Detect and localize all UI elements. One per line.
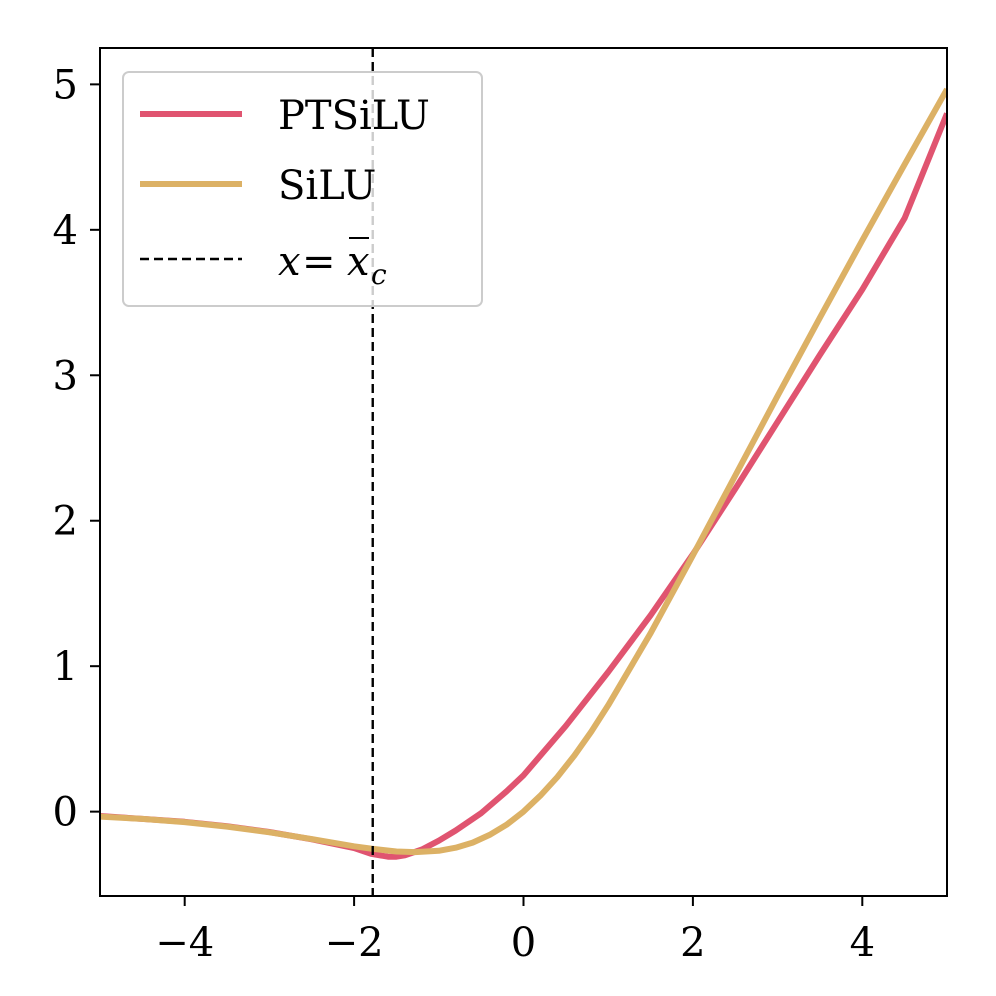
x-axis: −4 −2 0 2 4 (155, 896, 875, 966)
x-tick-label: 0 (511, 920, 536, 966)
y-tick-label: 4 (53, 208, 78, 254)
legend-label-ptsilu: PTSiLU (278, 93, 430, 139)
legend-label-silu: SiLU (278, 163, 376, 209)
legend: PTSiLU SiLU x = x c (122, 71, 483, 307)
series-line-silu (100, 87, 947, 856)
y-tick-label: 0 (53, 790, 78, 836)
svg-text:x: x (347, 239, 370, 285)
y-axis: 0 1 2 3 4 5 (53, 62, 100, 836)
series-layer (100, 87, 947, 860)
x-tick-label: −4 (155, 920, 214, 966)
x-tick-label: 2 (680, 920, 705, 966)
x-tick-label: 4 (850, 920, 875, 966)
y-tick-label: 5 (53, 62, 78, 108)
svg-text:c: c (371, 258, 387, 291)
y-tick-label: 2 (53, 499, 78, 545)
y-tick-label: 3 (53, 353, 78, 399)
legend-label-threshold: x = x c (278, 237, 387, 291)
x-tick-label: −2 (325, 920, 384, 966)
y-tick-label: 1 (53, 644, 78, 690)
svg-text:x: x (278, 239, 301, 285)
legend-box (122, 71, 483, 307)
svg-text:=: = (302, 239, 336, 285)
